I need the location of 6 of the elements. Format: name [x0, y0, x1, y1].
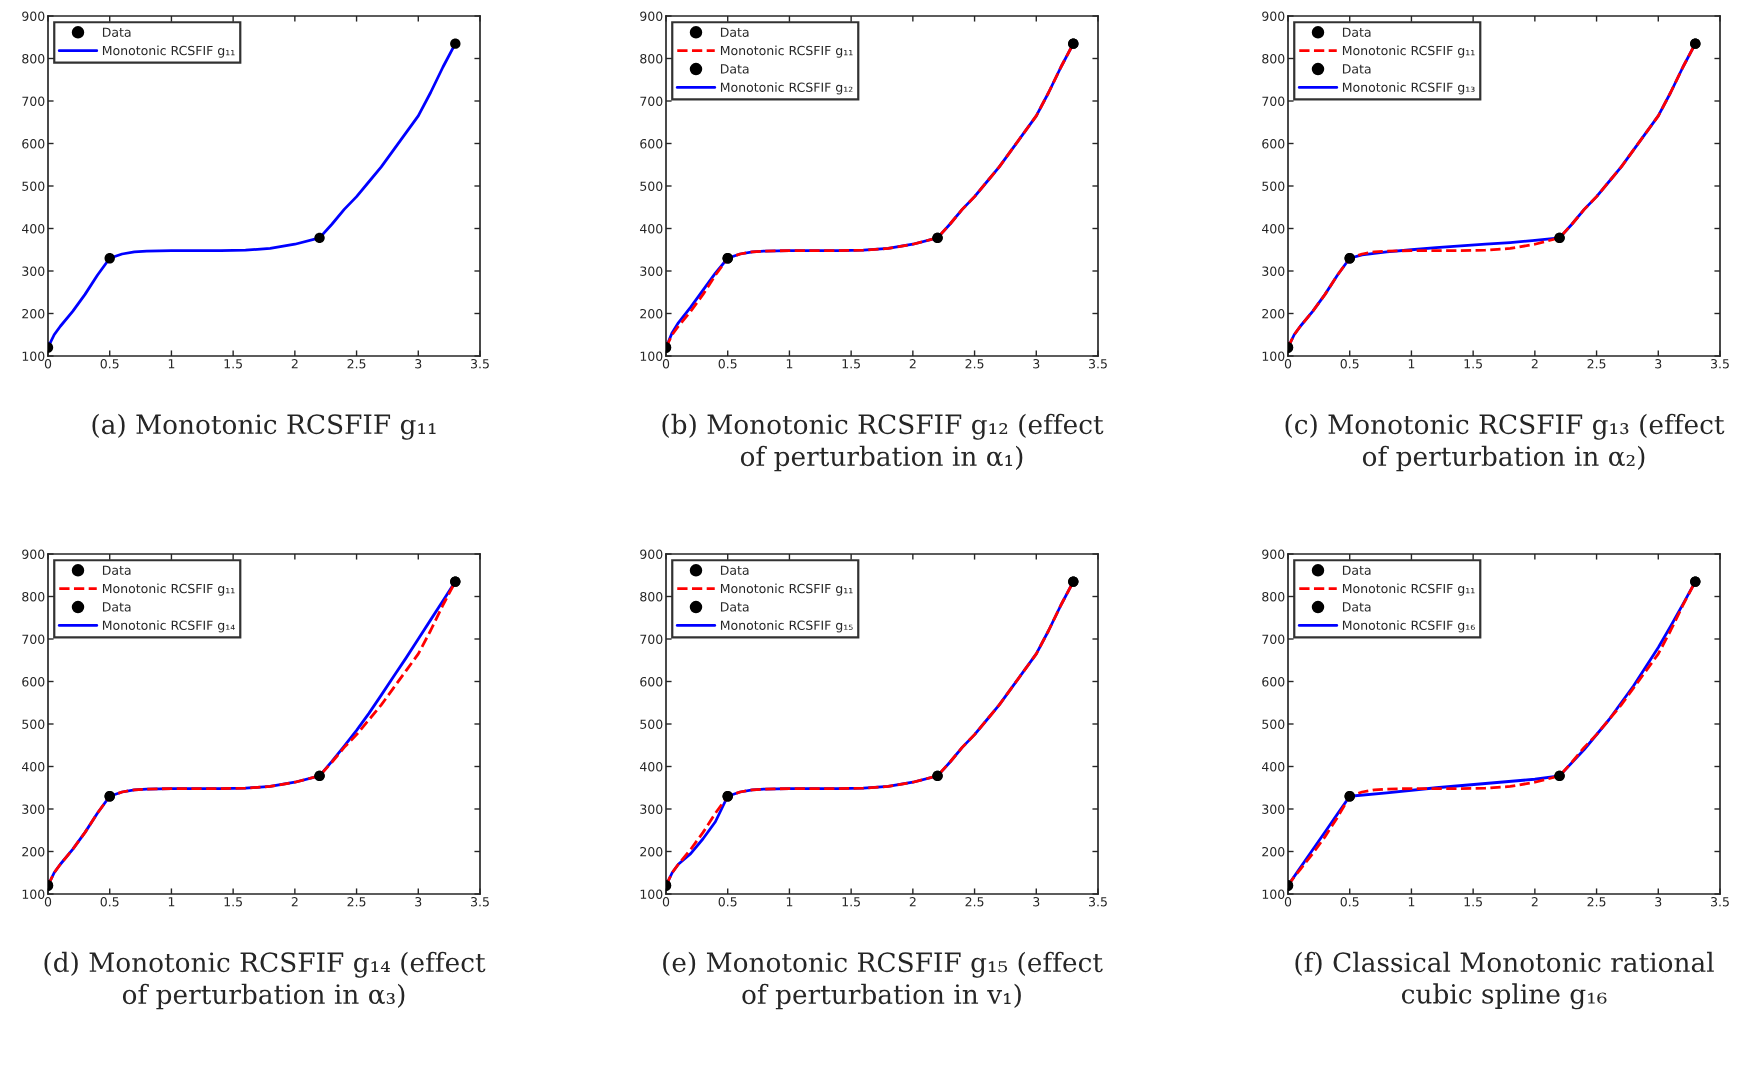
text: (b) Monotonic RCSFIF g₁₂ (effect of perturbation in α₁) [662, 413, 1104, 472]
text: (a) Monotonic RCSFIF g₁₁ [92, 413, 436, 440]
text: (e) Monotonic RCSFIF g₁₅ (effect of perturbation in v₁) [663, 951, 1103, 1010]
text: (d) Monotonic RCSFIF g₁₄ (effect of perturbation in α₃) [44, 951, 486, 1010]
text: (c) Monotonic RCSFIF g₁₃ (effect of perturbation in α₂) [1285, 413, 1725, 472]
text: (f) Classical Monotonic rational cubic spline g₁₆ [1295, 951, 1714, 1010]
